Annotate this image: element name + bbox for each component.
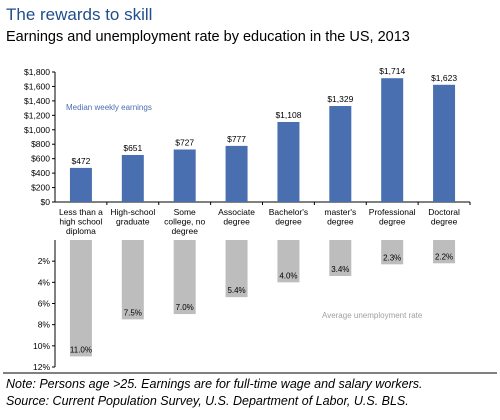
earnings-data-label: $1,714 — [379, 66, 405, 76]
unemployment-bar — [69, 240, 92, 357]
unemployment-y-tick-label: 8% — [38, 320, 51, 330]
category-label: degree — [379, 217, 406, 227]
earnings-y-tick-label: $0 — [41, 197, 51, 207]
category-label: graduate — [116, 217, 150, 227]
category-label: college, no — [164, 217, 205, 227]
category-label: diploma — [66, 226, 96, 236]
earnings-y-tick-label: $600 — [31, 154, 50, 164]
category-label: High-school — [110, 207, 155, 217]
unemployment-data-label: 5.4% — [227, 286, 245, 295]
earnings-bar — [69, 167, 92, 202]
earnings-bar — [121, 154, 144, 202]
earnings-data-label: $472 — [71, 156, 90, 166]
unemployment-bar — [225, 240, 248, 298]
chart-source: Source: Current Population Survey, U.S. … — [6, 394, 409, 408]
earnings-data-label: $651 — [123, 143, 142, 153]
earnings-data-label: $777 — [227, 134, 246, 144]
category-label: master's — [324, 207, 356, 217]
earnings-y-tick-label: $1,800 — [24, 67, 50, 77]
chart-note: Note: Persons age >25. Earnings are for … — [6, 377, 423, 391]
unemployment-series-label: Average unemployment rate — [322, 311, 423, 320]
unemployment-data-label: 3.4% — [331, 265, 349, 274]
earnings-data-label: $1,623 — [431, 73, 457, 83]
earnings-bar — [173, 149, 196, 202]
earnings-y-tick-label: $800 — [31, 139, 50, 149]
chart-title: The rewards to skill — [6, 5, 152, 24]
unemployment-bar — [433, 240, 456, 264]
unemployment-y-tick-label: 2% — [38, 256, 51, 266]
earnings-chart: $0 $200 $400 $600 $800 $1,000 $1,200 $1,400 $1,6… — [24, 66, 471, 236]
category-label: Associate — [218, 207, 255, 217]
unemployment-chart: 2% 4% 6% 8% 10% 12% Average unemployment rate 1… — [33, 240, 456, 372]
category-label: degree — [327, 217, 354, 227]
unemployment-y-tick-label: 12% — [33, 362, 50, 372]
unemployment-data-label: 7.0% — [176, 303, 194, 312]
unemployment-y-tick-label: 4% — [38, 277, 51, 287]
earnings-bar — [277, 121, 300, 202]
earnings-data-label: $727 — [175, 137, 194, 147]
unemployment-data-label: 11.0% — [70, 345, 92, 354]
earnings-bar — [329, 106, 352, 202]
earnings-bar — [381, 78, 404, 202]
earnings-series-label: Median weekly earnings — [66, 103, 152, 112]
unemployment-bar — [173, 240, 196, 315]
earnings-bar — [433, 84, 456, 202]
unemployment-y-tick-label: 10% — [33, 341, 50, 351]
unemployment-data-label: 7.5% — [124, 308, 142, 317]
unemployment-data-label: 4.0% — [279, 271, 297, 280]
category-label: degree — [275, 217, 302, 227]
category-label: Bachelor's — [269, 207, 308, 217]
category-label: degree — [431, 217, 458, 227]
category-label: Professional — [369, 207, 416, 217]
unemployment-data-label: 2.2% — [435, 252, 453, 261]
category-label: Less than a — [59, 207, 103, 217]
earnings-y-tick-label: $200 — [31, 183, 50, 193]
category-label: degree — [171, 226, 198, 236]
earnings-data-label: $1,108 — [275, 110, 301, 120]
unemployment-y-tick-label: 6% — [38, 299, 51, 309]
category-label: Doctoral — [428, 207, 460, 217]
category-label: high school — [59, 217, 102, 227]
earnings-y-tick-label: $1,000 — [24, 125, 50, 135]
unemployment-bar — [277, 240, 300, 283]
chart-subtitle: Earnings and unemployment rate by educat… — [6, 29, 410, 45]
earnings-y-tick-label: $1,200 — [24, 110, 50, 120]
earnings-y-tick-label: $400 — [31, 168, 50, 178]
earnings-data-label: $1,329 — [327, 94, 353, 104]
earnings-bar — [225, 145, 248, 202]
category-label: Some — [174, 207, 196, 217]
unemployment-bar — [121, 240, 144, 320]
unemployment-bar — [329, 240, 352, 276]
unemployment-bar — [381, 240, 404, 265]
earnings-y-tick-label: $1,400 — [24, 96, 50, 106]
earnings-y-tick-label: $1,600 — [24, 81, 50, 91]
category-label: degree — [223, 217, 250, 227]
unemployment-data-label: 2.3% — [383, 253, 401, 262]
